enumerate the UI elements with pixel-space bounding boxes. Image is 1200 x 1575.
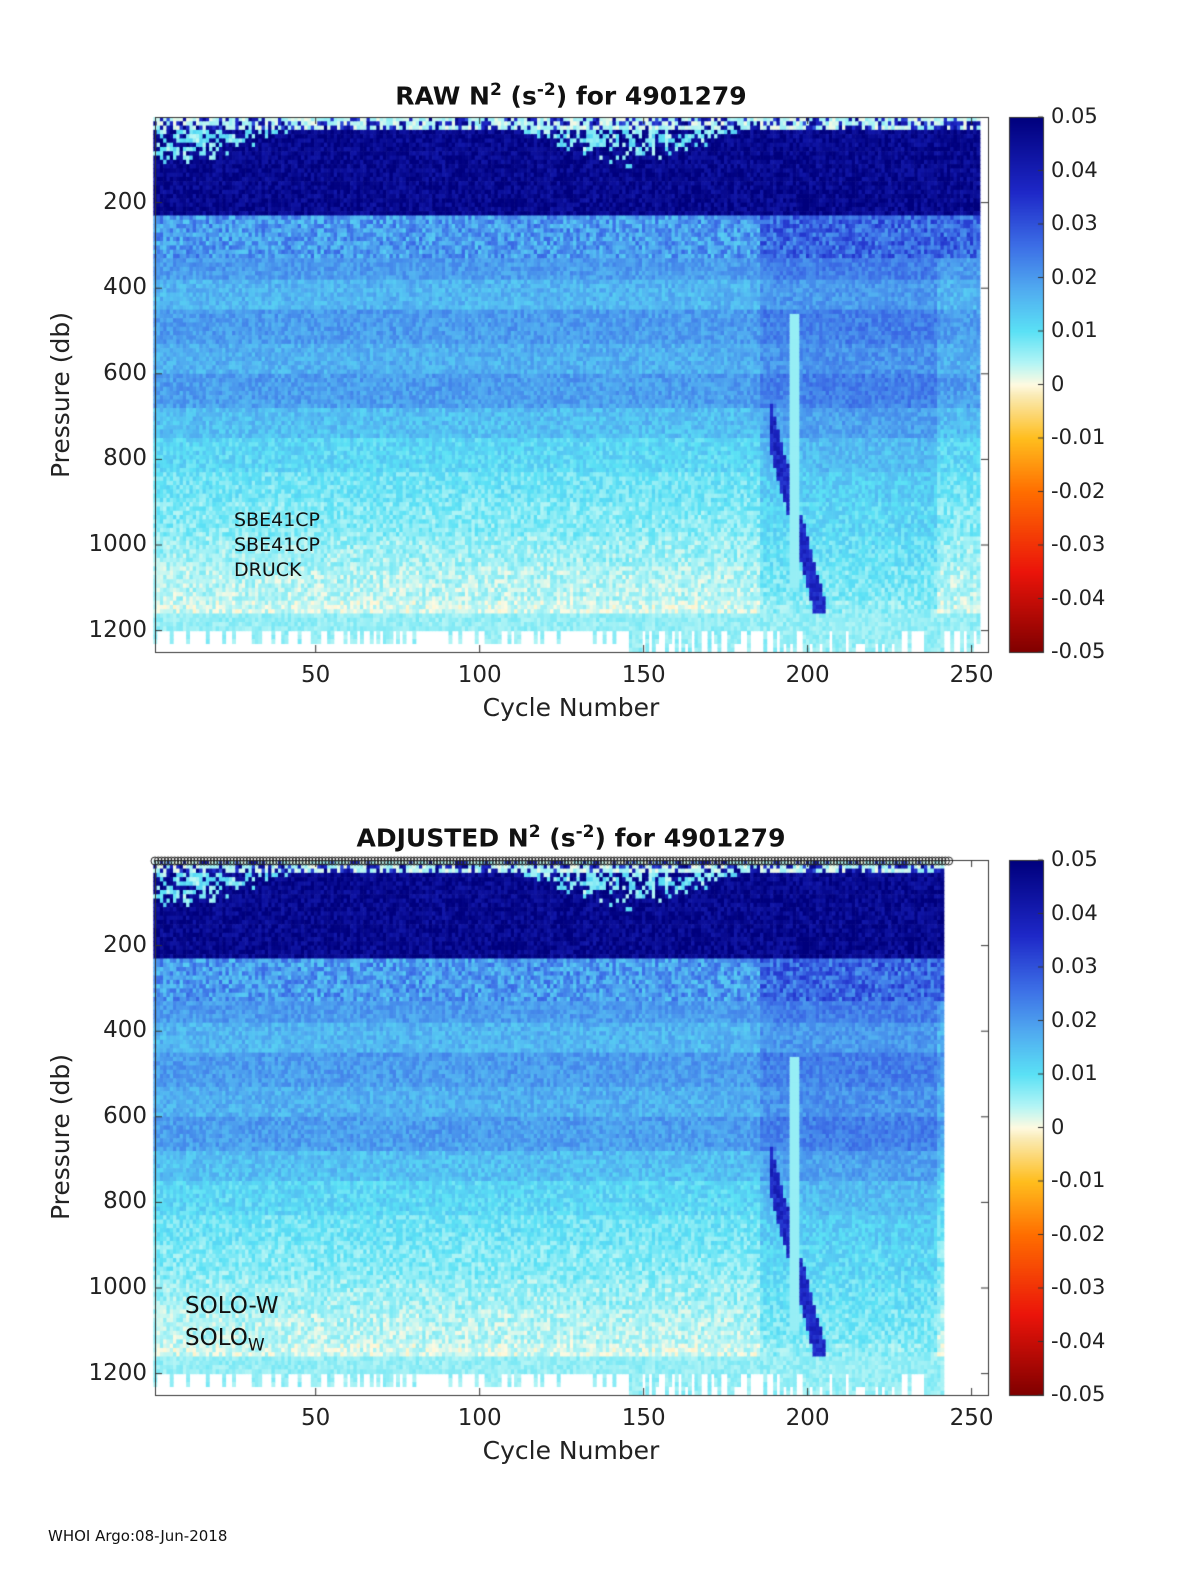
- y-tick-label: 800: [103, 445, 147, 472]
- colorbar-tick-label: 0.03: [1051, 954, 1098, 978]
- chart1-annotation: SBE41CP SBE41CP DRUCK: [234, 508, 320, 583]
- colorbar-tick-label: -0.04: [1051, 585, 1106, 610]
- y-tick-label: 400: [103, 1017, 147, 1044]
- y-tick-label: 1000: [88, 531, 147, 557]
- chart2-title: ADJUSTED N2 (s-2) for 4901279: [356, 822, 786, 853]
- colorbar-tick-label: 0.03: [1051, 211, 1098, 235]
- colorbar-tick-label: -0.05: [1051, 1382, 1106, 1406]
- x-tick-label: 200: [785, 1405, 830, 1431]
- y-tick-label: 800: [103, 1188, 147, 1215]
- x-tick-label: 250: [949, 662, 994, 688]
- colorbar-tick-label: 0: [1051, 1114, 1065, 1139]
- float-type-label: SOLO-W: [185, 1293, 279, 1319]
- colorbar-tick-label: 0.04: [1051, 157, 1098, 182]
- chart2-annotation: SOLO-W SOLOW: [185, 1290, 279, 1362]
- colorbar-tick-label: 0.02: [1051, 1007, 1098, 1032]
- colorbar-tick-label: 0.02: [1051, 264, 1098, 289]
- colorbar-tick-label: 0.01: [1051, 318, 1098, 342]
- x-tick-label: 250: [949, 1405, 994, 1431]
- y-tick-label: 1000: [88, 1274, 147, 1300]
- chart1-title: RAW N2 (s-2) for 4901279: [395, 80, 747, 111]
- y-tick-label: 200: [103, 188, 147, 215]
- colorbar-tick-label: -0.01: [1051, 1168, 1106, 1192]
- y-tick-label: 1200: [88, 1359, 147, 1386]
- sensor-label-2: SBE41CP: [234, 534, 321, 556]
- chart2-xlabel: Cycle Number: [482, 1436, 660, 1465]
- colorbar-tick-label: -0.05: [1051, 639, 1106, 663]
- float-type-label-sub: SOLOW: [185, 1325, 265, 1356]
- y-tick-label: 600: [103, 359, 147, 386]
- x-tick-label: 100: [457, 1405, 502, 1431]
- x-tick-label: 150: [621, 1405, 666, 1431]
- colorbar-tick-label: -0.03: [1051, 532, 1106, 556]
- y-tick-label: 600: [103, 1102, 147, 1129]
- y-tick-label: 200: [103, 931, 147, 958]
- colorbar-tick-label: 0.01: [1051, 1061, 1098, 1085]
- chart1-xlabel: Cycle Number: [482, 693, 660, 722]
- colorbar-tick-label: 0.05: [1051, 847, 1098, 871]
- x-tick-label: 200: [785, 662, 830, 688]
- x-tick-label: 100: [457, 662, 502, 688]
- footer-credit: WHOI Argo:08-Jun-2018: [48, 1527, 228, 1545]
- colorbar-tick-label: -0.02: [1051, 478, 1106, 503]
- sensor-label-3: DRUCK: [234, 559, 302, 581]
- x-tick-label: 50: [301, 1405, 331, 1431]
- y-tick-label: 1200: [88, 616, 147, 643]
- colorbar-tick-label: -0.04: [1051, 1328, 1106, 1353]
- colorbar-tick-label: 0.04: [1051, 900, 1098, 925]
- x-tick-label: 150: [621, 662, 666, 688]
- colorbar-tick-label: -0.03: [1051, 1275, 1106, 1299]
- colorbar-tick-label: 0.05: [1051, 104, 1098, 128]
- colorbar-tick-label: 0: [1051, 371, 1065, 396]
- sensor-label-1: SBE41CP: [234, 509, 321, 531]
- y-tick-label: 400: [103, 274, 147, 301]
- x-tick-label: 50: [301, 662, 331, 688]
- colorbar-tick-label: -0.01: [1051, 425, 1106, 449]
- colorbar-tick-label: -0.02: [1051, 1221, 1106, 1246]
